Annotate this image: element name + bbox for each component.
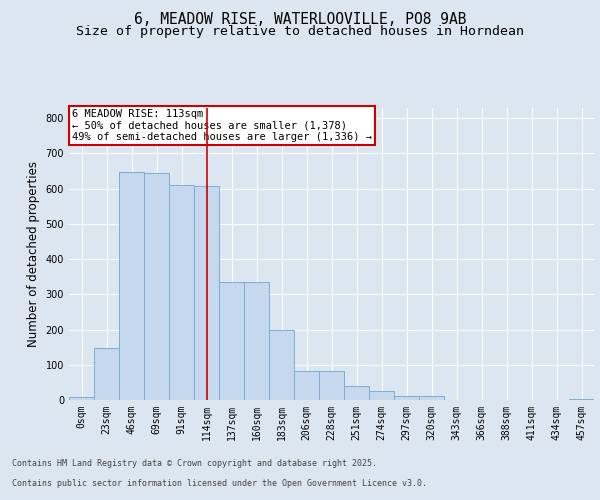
Bar	[344, 386, 369, 400]
Bar	[94, 348, 119, 400]
Bar	[369, 391, 394, 400]
Bar	[194, 186, 219, 400]
Bar	[244, 282, 269, 400]
Bar	[69, 397, 94, 400]
Bar	[169, 185, 194, 400]
Bar	[144, 174, 169, 400]
Bar	[269, 330, 294, 400]
Bar	[569, 398, 594, 400]
Y-axis label: Number of detached properties: Number of detached properties	[27, 161, 40, 347]
Bar	[394, 396, 419, 400]
Bar	[419, 396, 444, 400]
Text: 6 MEADOW RISE: 113sqm
← 50% of detached houses are smaller (1,378)
49% of semi-d: 6 MEADOW RISE: 113sqm ← 50% of detached …	[71, 109, 371, 142]
Bar	[319, 371, 344, 400]
Text: Size of property relative to detached houses in Horndean: Size of property relative to detached ho…	[76, 25, 524, 38]
Text: Contains HM Land Registry data © Crown copyright and database right 2025.: Contains HM Land Registry data © Crown c…	[12, 458, 377, 468]
Text: 6, MEADOW RISE, WATERLOOVILLE, PO8 9AB: 6, MEADOW RISE, WATERLOOVILLE, PO8 9AB	[134, 12, 466, 28]
Bar	[219, 282, 244, 400]
Bar	[119, 172, 144, 400]
Bar	[294, 371, 319, 400]
Text: Contains public sector information licensed under the Open Government Licence v3: Contains public sector information licen…	[12, 478, 427, 488]
